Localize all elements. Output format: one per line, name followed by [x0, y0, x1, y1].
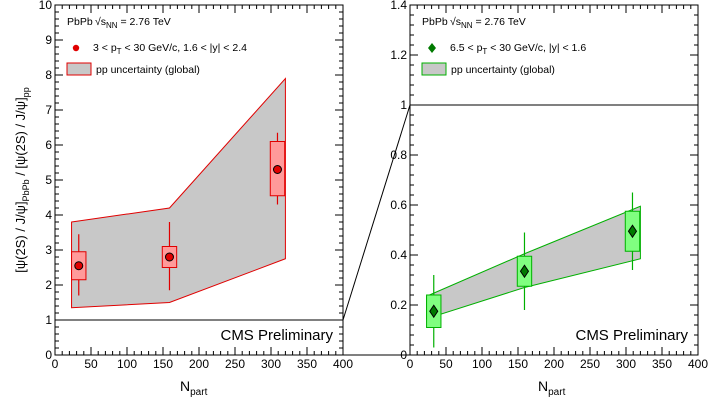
left-y-tick-label-0: 0 — [45, 348, 52, 362]
left-energy-label: √sNN = 2.76 TeV — [95, 16, 171, 30]
right-y-tick-label-0-4: 0.4 — [390, 248, 407, 262]
left-x-tick-label-50: 50 — [84, 357, 98, 371]
left-legend-marker-label: 3 < pT < 30 GeV/c, 1.6 < |y| < 2.4 — [93, 42, 247, 56]
right-x-tick-label-0: 0 — [407, 357, 414, 371]
left-ticks-layer: 0 50 100 150 200 250 300 350 400 0 1 2 3 4 5 6 7 8 9 10 — [39, 0, 354, 371]
left-y-tick-label-3: 3 — [45, 243, 52, 257]
left-y-tick-label-2: 2 — [45, 278, 52, 292]
left-y-tick-label-10: 10 — [39, 0, 53, 12]
legend-text-sub-t: T — [482, 47, 487, 56]
left-watermark: CMS Preliminary — [220, 327, 333, 344]
legend-text-part: 3 < — [93, 42, 111, 54]
right-x-axis-title-sub: part — [548, 387, 565, 398]
right-y-tick-label-0: 0 — [400, 348, 407, 362]
legend-text-p: p — [111, 42, 117, 54]
left-x-tick-label-400: 400 — [333, 357, 353, 371]
right-legend-marker — [428, 43, 436, 53]
right-x-tick-label-50: 50 — [439, 357, 453, 371]
right-x-tick-label-300: 300 — [616, 357, 636, 371]
left-y-axis-title-part2: / [ψ(2S) / J/ψ] — [13, 97, 28, 179]
right-y-tick-label-1-4: 1.4 — [390, 0, 407, 12]
right-x-tick-label-200: 200 — [544, 357, 564, 371]
left-data-point-1 — [161, 222, 178, 291]
right-legend-band-swatch — [421, 62, 447, 76]
left-y-axis-title-sub1: PbPb — [21, 179, 31, 201]
right-x-tick-label-100: 100 — [472, 357, 492, 371]
left-points-layer — [71, 132, 286, 296]
legend-text-p: p — [477, 42, 483, 54]
right-y-tick-label-0-2: 0.2 — [390, 298, 407, 312]
left-y-tick-label-1: 1 — [45, 313, 52, 327]
left-band-layer — [71, 77, 286, 309]
left-legend-band-swatch — [66, 62, 92, 76]
left-x-tick-label-150: 150 — [153, 357, 173, 371]
left-x-tick-label-0: 0 — [52, 357, 59, 371]
left-x-tick-label-250: 250 — [225, 357, 245, 371]
left-marker-1 — [164, 252, 174, 262]
left-x-axis-title-sub: part — [190, 387, 207, 398]
right-marker-0 — [429, 304, 439, 319]
left-y-tick-label-5: 5 — [45, 173, 52, 187]
energy-sub-nn: NN — [106, 21, 118, 30]
right-y-tick-label-0-8: 0.8 — [390, 148, 407, 162]
right-data-point-1 — [516, 232, 533, 310]
left-y-tick-label-9: 9 — [45, 33, 52, 47]
left-y-tick-label-8: 8 — [45, 68, 52, 82]
left-legend-band-label: pp uncertainty (global) — [96, 64, 200, 76]
energy-value: = 2.76 TeV — [473, 16, 526, 28]
right-marker-2 — [627, 224, 638, 239]
right-y-tick-label-0-6: 0.6 — [390, 198, 407, 212]
left-marker-2 — [272, 165, 282, 174]
left-y-axis-title-sub2: pp — [21, 87, 31, 97]
legend-text-part: 6.5 < — [450, 42, 477, 54]
right-panel: 0 50 100 150 200 250 300 350 400 0 0.2 0.4 0.6 0.8 1 1.… — [390, 0, 708, 398]
right-system-label: PbPb — [422, 16, 448, 28]
right-uncertainty-band — [426, 205, 641, 320]
right-watermark: CMS Preliminary — [575, 327, 688, 344]
right-y-tick-label-1-2: 1.2 — [390, 48, 407, 62]
right-x-tick-label-350: 350 — [652, 357, 672, 371]
left-x-axis-title: Npart — [180, 378, 208, 398]
right-x-tick-label-250: 250 — [580, 357, 600, 371]
right-y-tick-label-1: 1 — [400, 98, 407, 112]
left-system-label: PbPb — [67, 16, 93, 28]
legend-text-sub-t: T — [117, 47, 122, 56]
energy-sub-nn: NN — [461, 21, 473, 30]
energy-sqrt-s: √s — [95, 16, 106, 28]
right-ticks-layer: 0 50 100 150 200 250 300 350 400 0 0.2 0.4 0.6 0.8 1 1.… — [390, 0, 708, 371]
left-x-tick-label-100: 100 — [117, 357, 137, 371]
right-energy-label: √sNN = 2.76 TeV — [450, 16, 526, 30]
left-x-tick-label-350: 350 — [297, 357, 317, 371]
right-x-axis-title: Npart — [538, 378, 566, 398]
right-points-layer — [426, 192, 641, 348]
left-y-axis-title-part1: [ψ(2S) / J/ψ] — [13, 201, 28, 272]
right-marker-1 — [519, 264, 530, 279]
energy-sqrt-s: √s — [450, 16, 461, 28]
energy-value: = 2.76 TeV — [118, 16, 171, 28]
legend-text-part: < 30 GeV/c, 1.6 < |y| < 2.4 — [122, 42, 248, 54]
left-y-tick-label-6: 6 — [45, 138, 52, 152]
left-x-tick-label-300: 300 — [261, 357, 281, 371]
right-x-tick-label-400: 400 — [688, 357, 708, 371]
right-legend-band-label: pp uncertainty (global) — [451, 64, 555, 76]
left-x-tick-label-200: 200 — [189, 357, 209, 371]
left-data-point-0 — [71, 234, 87, 296]
zoom-connector-upper — [342, 104, 411, 321]
left-data-point-2 — [269, 132, 286, 205]
right-x-tick-label-150: 150 — [508, 357, 528, 371]
legend-text-part: < 30 GeV/c, |y| < 1.6 — [487, 42, 586, 54]
right-data-point-2 — [624, 192, 641, 270]
left-y-tick-label-7: 7 — [45, 103, 52, 117]
left-legend-marker — [72, 44, 80, 52]
left-y-axis-title: [ψ(2S) / J/ψ]PbPb / [ψ(2S) / J/ψ]pp — [13, 87, 31, 272]
right-data-point-0 — [426, 275, 442, 348]
right-band-layer — [426, 205, 641, 320]
left-uncertainty-band — [71, 77, 286, 309]
right-legend-marker-label: 6.5 < pT < 30 GeV/c, |y| < 1.6 — [450, 42, 586, 56]
left-y-tick-label-4: 4 — [45, 208, 52, 222]
left-marker-0 — [74, 261, 84, 271]
left-panel: 0 50 100 150 200 250 300 350 400 0 1 2 3 4 5 6 7 8 9 10 PbP… — [13, 0, 353, 398]
